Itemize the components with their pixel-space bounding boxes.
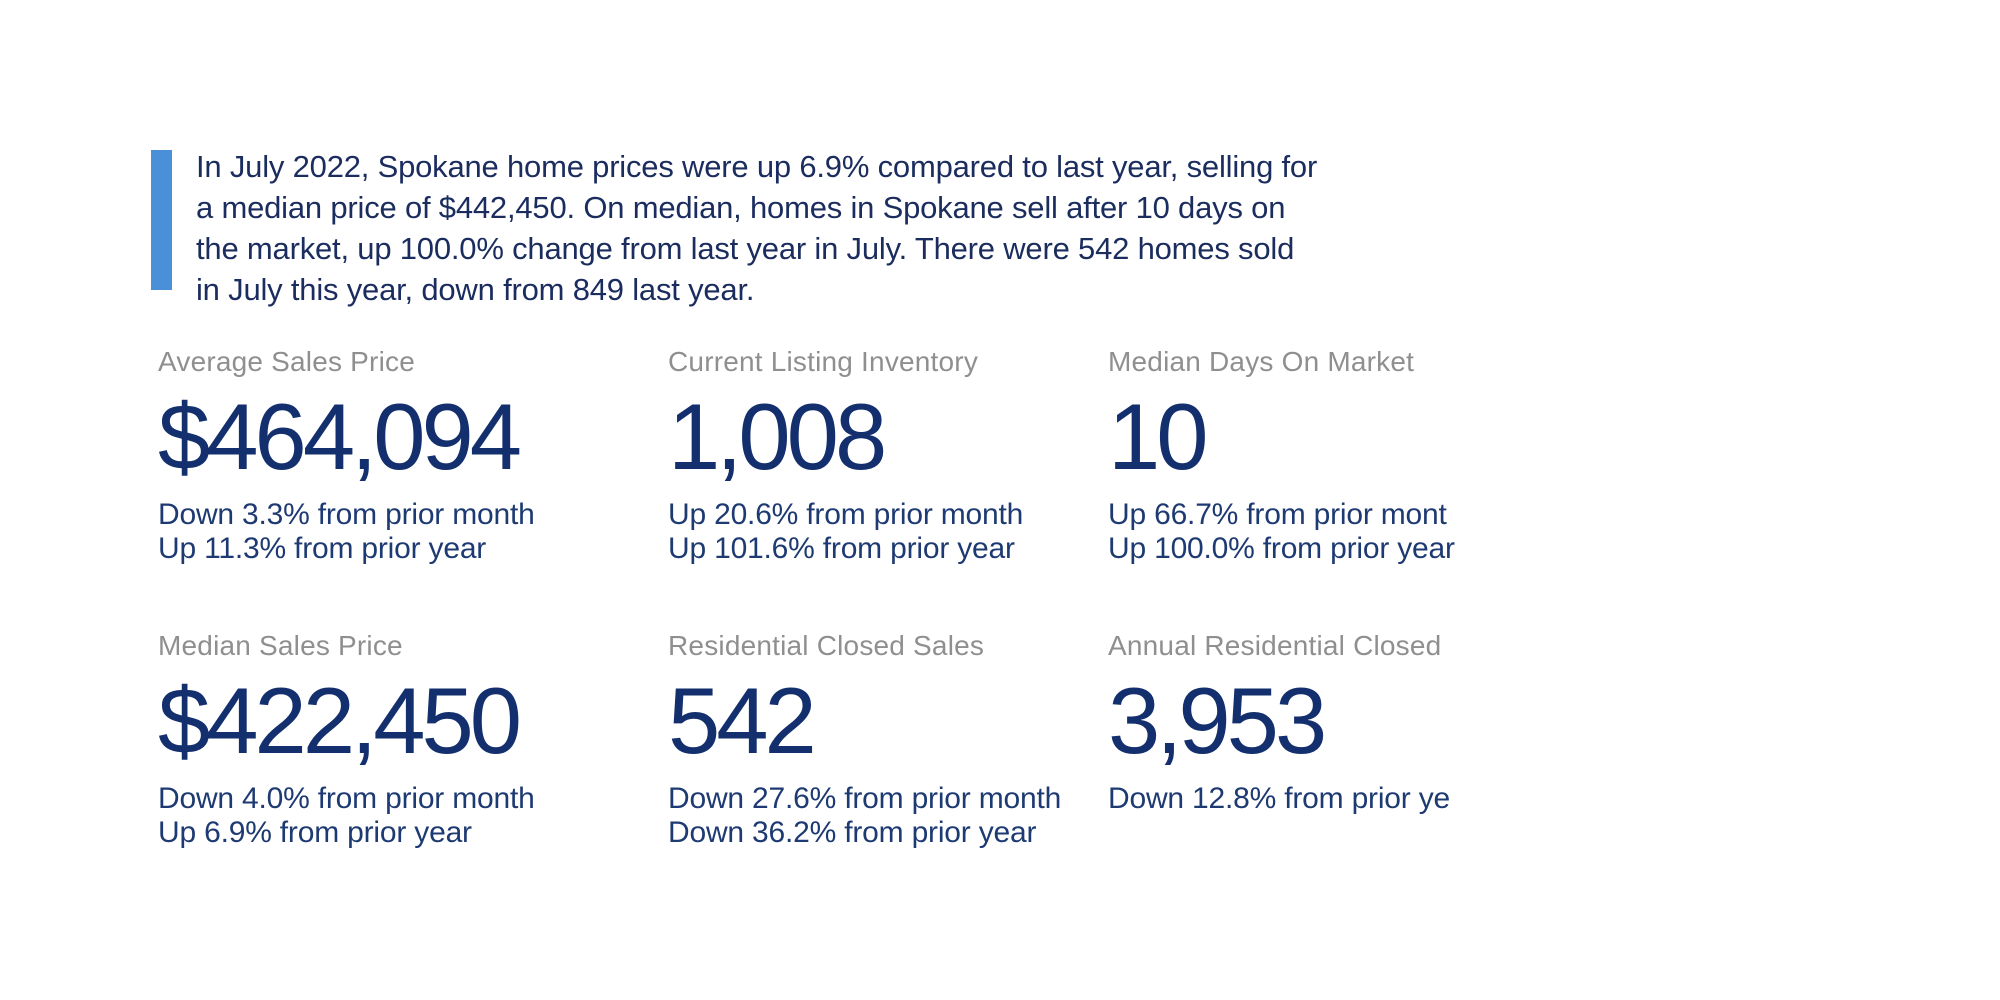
quote-line: the market, up 100.0% change from last y… bbox=[196, 231, 1295, 266]
stat-label: Average Sales Price bbox=[158, 346, 415, 377]
stat-value: $464,094 bbox=[158, 384, 522, 489]
stat-value: 1,008 bbox=[668, 384, 887, 489]
stat-changes: Down 4.0% from prior month Up 6.9% from … bbox=[158, 782, 535, 850]
stat-changes: Down 12.8% from prior ye bbox=[1108, 782, 1450, 816]
stat-change-line: Up 100.0% from prior year bbox=[1108, 532, 1455, 565]
market-summary-quote: In July 2022, Spokane home prices were u… bbox=[196, 146, 1456, 310]
stat-change-line: Down 36.2% from prior year bbox=[668, 816, 1037, 849]
quote-line: In July 2022, Spokane home prices were u… bbox=[196, 149, 1318, 184]
stat-value: 10 bbox=[1108, 384, 1209, 489]
stat-changes: Down 3.3% from prior month Up 11.3% from… bbox=[158, 498, 535, 566]
stat-change-line: Up 20.6% from prior month bbox=[668, 498, 1024, 531]
stat-changes: Down 27.6% from prior month Down 36.2% f… bbox=[668, 782, 1061, 850]
stat-value: 3,953 bbox=[1108, 668, 1327, 773]
stat-change-line: Up 101.6% from prior year bbox=[668, 532, 1015, 565]
quote-line: in July this year, down from 849 last ye… bbox=[196, 272, 755, 307]
stat-label: Annual Residential Closed bbox=[1108, 630, 1442, 661]
stat-change-line: Up 6.9% from prior year bbox=[158, 816, 472, 849]
stat-label: Median Days On Market bbox=[1108, 346, 1415, 377]
stat-label: Residential Closed Sales bbox=[668, 630, 985, 661]
quote-line: a median price of $442,450. On median, h… bbox=[196, 190, 1286, 225]
market-insights-section: In July 2022, Spokane home prices were u… bbox=[151, 146, 1456, 850]
stat-changes: Up 66.7% from prior mont Up 100.0% from … bbox=[1108, 498, 1455, 566]
stat-changes: Up 20.6% from prior month Up 101.6% from… bbox=[668, 498, 1023, 566]
quote-accent-bar bbox=[151, 150, 172, 290]
stat-value: 542 bbox=[668, 668, 817, 773]
stat-label: Current Listing Inventory bbox=[668, 346, 979, 377]
stat-change-line: Down 12.8% from prior ye bbox=[1108, 782, 1451, 815]
stat-change-line: Down 4.0% from prior month bbox=[158, 782, 535, 815]
stat-change-line: Up 66.7% from prior mont bbox=[1108, 498, 1447, 531]
stat-change-line: Down 3.3% from prior month bbox=[158, 498, 535, 531]
stat-change-line: Down 27.6% from prior month bbox=[668, 782, 1062, 815]
stat-change-line: Up 11.3% from prior year bbox=[158, 532, 487, 565]
stat-label: Median Sales Price bbox=[158, 630, 403, 661]
stat-value: $422,450 bbox=[158, 668, 522, 773]
